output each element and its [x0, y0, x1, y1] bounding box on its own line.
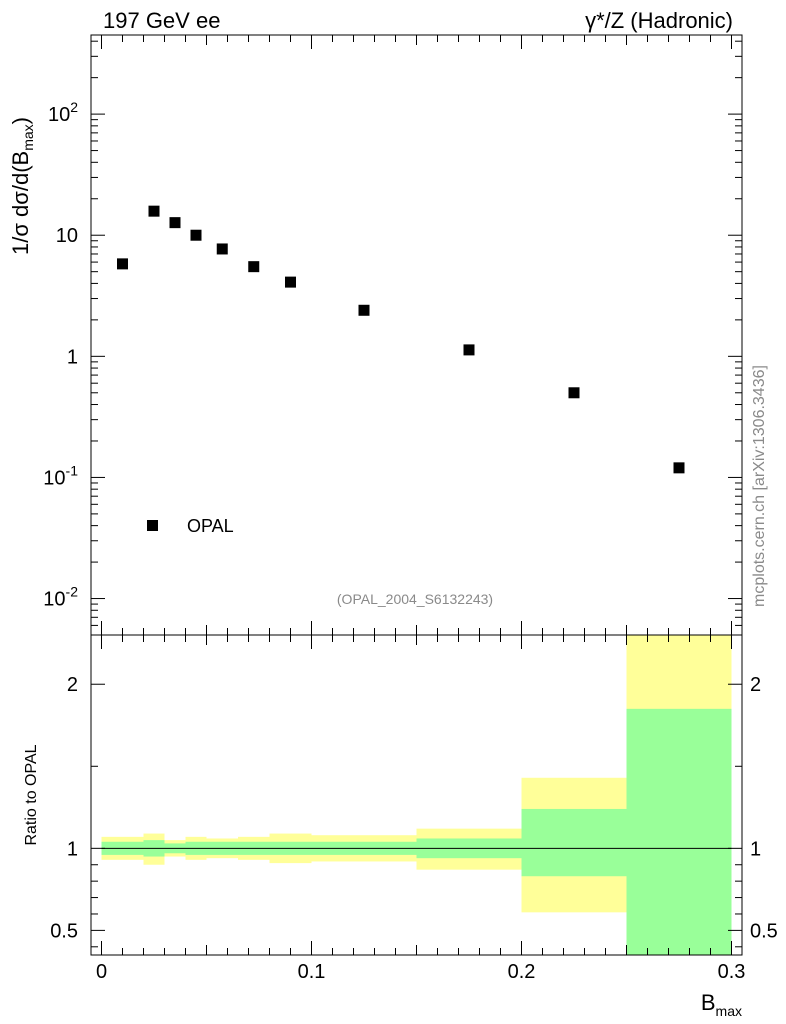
main-y-axis: 10-2 10-1 1 10 102	[43, 40, 742, 636]
ratio-y-axis: 0.5 0.5 1 1 2 2	[50, 674, 778, 948]
x-tick-label: 0.1	[298, 961, 326, 983]
data-point	[673, 462, 685, 474]
ratio-y-tick-label-right: 1	[750, 838, 761, 860]
ratio-band-inner	[521, 808, 627, 877]
ratio-y-tick-label-right: 2	[750, 674, 761, 696]
ratio-y-tick-label-left: 1	[67, 838, 78, 860]
main-frame	[90, 34, 743, 636]
header-right: γ*/Z (Hadronic)	[585, 8, 733, 33]
main-panel: 10-2 10-1 1 10 102 OPAL (OPAL_2004_S6132243)…	[8, 34, 743, 636]
legend-marker	[147, 520, 158, 531]
ratio-bands	[101, 635, 732, 955]
ratio-panel: 0.5 0.5 1 1 2 2 0 0.1 0.2 0.3 Ratio to OPAL Bmax	[23, 634, 778, 1019]
data-point	[463, 344, 475, 356]
main-y-tick-label: 102	[48, 99, 78, 126]
data-point	[148, 205, 160, 217]
ratio-y-tick-label-left: 2	[67, 674, 78, 696]
watermark: mcplots.cern.ch [arXiv:1306.3436]	[751, 365, 768, 607]
header-left: 197 GeV ee	[103, 8, 220, 33]
ratio-band-inner	[626, 708, 732, 955]
main-y-tick-label: 10-2	[43, 584, 78, 611]
data-point	[248, 261, 260, 273]
ratio-y-axis-label: Ratio to OPAL	[23, 744, 40, 845]
ratio-y-tick-label-right: 0.5	[750, 920, 778, 942]
data-point	[169, 217, 181, 229]
x-tick-label: 0	[96, 961, 107, 983]
ratio-x-axis: 0 0.1 0.2 0.3	[96, 635, 745, 983]
ratio-y-tick-label-left: 0.5	[50, 920, 78, 942]
legend-label: OPAL	[187, 516, 234, 536]
main-y-axis-label: 1/σ dσ/d(Bmax)	[8, 117, 36, 255]
data-point	[358, 304, 370, 316]
main-y-tick-label: 1	[67, 346, 78, 368]
main-x-ticks	[101, 35, 732, 635]
data-points	[117, 205, 685, 474]
data-point	[117, 258, 128, 270]
main-y-tick-label: 10-1	[43, 462, 78, 489]
data-point	[568, 387, 580, 399]
data-point	[216, 243, 228, 255]
x-axis-label: Bmax	[701, 990, 742, 1019]
x-tick-label: 0.2	[508, 961, 536, 983]
analysis-tag: (OPAL_2004_S6132243)	[337, 591, 493, 607]
main-y-tick-label: 10	[56, 225, 78, 247]
data-point	[190, 229, 202, 241]
data-point	[285, 276, 296, 288]
x-tick-label: 0.3	[718, 961, 746, 983]
